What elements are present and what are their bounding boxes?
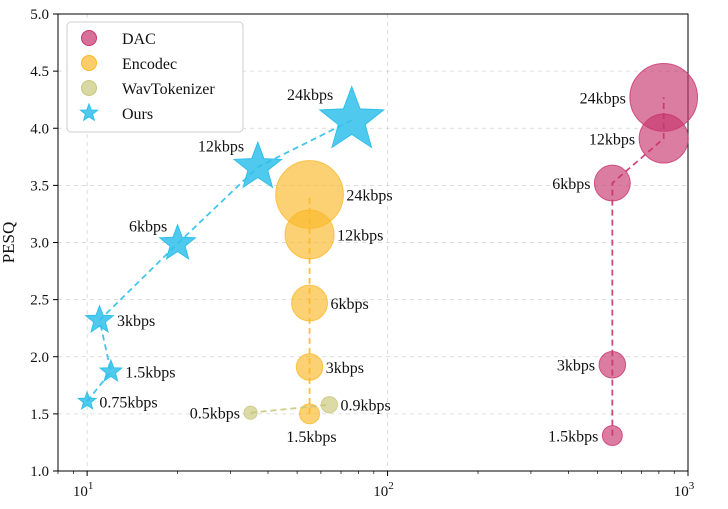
series-wavtokenizer: 0.5kbps 0.9kbps [190, 396, 391, 423]
encodec-point-circle [299, 403, 321, 425]
encodec-point-circle [291, 284, 328, 322]
legend-label-ours: Ours [122, 106, 153, 123]
dac-data-label: 6kbps [552, 176, 590, 193]
legend-label-dac: DAC [122, 31, 156, 48]
encodec-data-label: 12kbps [337, 228, 383, 245]
ours-point-star [84, 304, 115, 334]
series-ours: 0.75kbps 1.5kbps 3kbps 6kbps 12kbps 24kbps [76, 85, 386, 411]
legend-label-wavtokenizer: WavTokenizer [122, 81, 215, 98]
dac-data-label: 3kbps [557, 358, 595, 375]
wavtokenizer-data-label: 0.9kbps [340, 398, 390, 415]
wavtokenizer-point-circle [243, 405, 258, 420]
ours-point-star [158, 223, 197, 260]
y-tick-label: 1.5 [30, 407, 49, 423]
ours-data-label: 0.75kbps [99, 394, 157, 411]
wavtokenizer-line [250, 403, 330, 414]
legend: DAC Encodec WavTokenizer Ours [66, 21, 244, 133]
wavtokenizer-data-label: 0.5kbps [190, 406, 240, 423]
dac-data-label: 12kbps [589, 132, 635, 149]
wavtokenizer-point-circle [320, 396, 338, 414]
legend-marker-dac [81, 30, 97, 46]
ours-data-label: 3kbps [117, 313, 155, 330]
ours-point-star [232, 140, 283, 189]
ours-data-label: 6kbps [129, 218, 167, 235]
y-tick-label: 4.0 [30, 121, 49, 137]
dac-point-circle [593, 164, 631, 202]
y-tick-label: 1.0 [30, 464, 49, 480]
encodec-point-circle [275, 160, 344, 229]
encodec-data-label: 1.5kbps [286, 429, 336, 446]
ours-point-star [98, 358, 124, 382]
encodec-data-label: 3kbps [326, 360, 364, 377]
x-axis: 101 102 103 [57, 471, 695, 500]
dac-point-circle [598, 350, 627, 379]
y-tick-label: 3.0 [30, 236, 49, 252]
encodec-data-label: 24kbps [346, 188, 392, 205]
encodec-data-label: 6kbps [330, 296, 368, 313]
dac-point-circle [629, 63, 699, 132]
ours-data-label: 24kbps [287, 87, 333, 104]
ours-point-star [76, 390, 98, 410]
legend-label-encodec: Encodec [122, 56, 177, 73]
legend-box [66, 21, 244, 133]
y-axis-label: PESQ [0, 222, 18, 264]
dac-data-label: 24kbps [580, 90, 626, 107]
ours-data-label: 1.5kbps [125, 365, 175, 382]
legend-marker-encodec [81, 55, 97, 71]
y-tick-label: 5.0 [30, 7, 49, 23]
y-tick-label: 3.5 [30, 178, 49, 194]
y-tick-label: 2.5 [30, 293, 49, 309]
ours-point-star [318, 85, 386, 149]
x-tick-label: 101 [73, 480, 94, 500]
legend-marker-wavtokenizer [81, 80, 97, 96]
dac-point-circle [601, 425, 623, 447]
series-dac: 1.5kbps 3kbps 6kbps 12kbps 24kbps [548, 63, 699, 447]
ours-data-label: 12kbps [198, 138, 244, 155]
y-axis: 1.0 1.5 2.0 2.5 3.0 3.5 4.0 4.5 5.0 [30, 7, 58, 480]
encodec-point-circle [295, 353, 324, 381]
x-tick-label: 102 [373, 480, 394, 500]
y-tick-label: 2.0 [30, 350, 49, 366]
legend-marker-ours [79, 102, 99, 122]
series-encodec: 1.5kbps 3kbps 6kbps 12kbps 24kbps [275, 160, 393, 446]
x-tick-label: 103 [674, 480, 695, 500]
dac-data-label: 1.5kbps [548, 429, 598, 446]
y-tick-label: 4.5 [30, 64, 49, 80]
